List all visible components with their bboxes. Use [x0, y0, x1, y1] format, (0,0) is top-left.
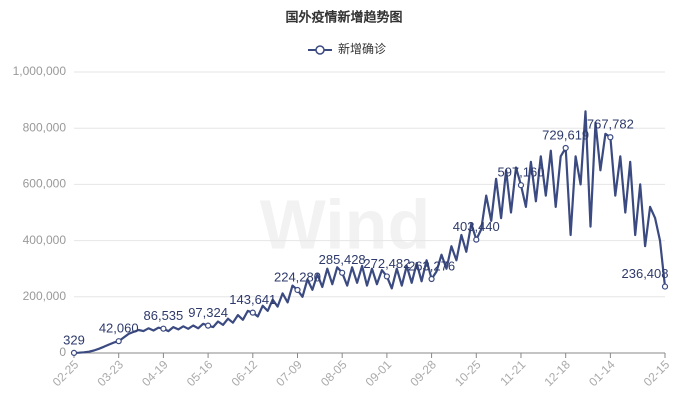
x-tick-label: 11-21 — [497, 357, 528, 388]
point — [160, 325, 167, 332]
x-tick-label: 09-28 — [407, 357, 439, 389]
data-label: 767,782 — [587, 117, 634, 132]
x-tick-label: 08-05 — [318, 357, 350, 389]
x-tick-label: 06-12 — [229, 357, 261, 389]
data-label: 224,280 — [274, 269, 321, 284]
data-label: 143,641 — [229, 292, 276, 307]
point — [294, 286, 301, 294]
data-label: 272,482 — [363, 256, 410, 271]
x-tick-label: 09-01 — [363, 357, 395, 389]
data-label: 86,535 — [144, 308, 184, 323]
point — [607, 134, 614, 141]
data-label: 285,428 — [319, 252, 366, 267]
x-tick-label: 03-23 — [94, 357, 126, 389]
chart-title: 国外疫情新增趋势图 — [285, 9, 402, 24]
data-label: 403,440 — [453, 219, 500, 234]
watermark: Wind — [260, 185, 430, 263]
point — [428, 275, 435, 283]
y-tick-label: 0 — [59, 345, 66, 359]
y-tick-label: 400,000 — [23, 233, 67, 247]
point — [249, 309, 256, 316]
x-tick-label: 07-09 — [273, 357, 305, 389]
data-label: 42,060 — [99, 321, 139, 336]
x-tick-label: 12-18 — [541, 357, 573, 389]
x-tick-label: 02-25 — [50, 357, 82, 389]
data-label: 97,324 — [188, 305, 228, 320]
x-tick-label: 10-25 — [452, 357, 484, 389]
y-tick-label: 200,000 — [23, 289, 67, 303]
data-label: 597,160 — [497, 165, 544, 180]
point — [661, 283, 669, 290]
point — [562, 144, 569, 152]
series-line — [73, 110, 667, 354]
legend-marker — [315, 45, 325, 55]
x-tick-label: 02-15 — [641, 357, 673, 389]
point — [115, 338, 122, 345]
x-tick-label: 05-16 — [184, 357, 216, 389]
point — [517, 182, 525, 189]
x-tick-label: 01-14 — [586, 357, 618, 389]
data-label: 729,619 — [542, 127, 589, 142]
legend-label: 新增确诊 — [338, 41, 386, 56]
point — [70, 349, 78, 357]
data-label: 329 — [63, 332, 85, 347]
data-label: 236,408 — [622, 266, 669, 281]
point — [383, 273, 390, 280]
data-label: 263,276 — [408, 258, 455, 273]
x-tick-label: 04-19 — [139, 357, 171, 389]
point — [204, 322, 212, 329]
y-tick-label: 1,000,000 — [13, 64, 67, 78]
point — [339, 269, 346, 276]
y-tick-label: 800,000 — [23, 120, 67, 134]
y-tick-label: 600,000 — [23, 177, 67, 191]
point — [473, 236, 480, 243]
